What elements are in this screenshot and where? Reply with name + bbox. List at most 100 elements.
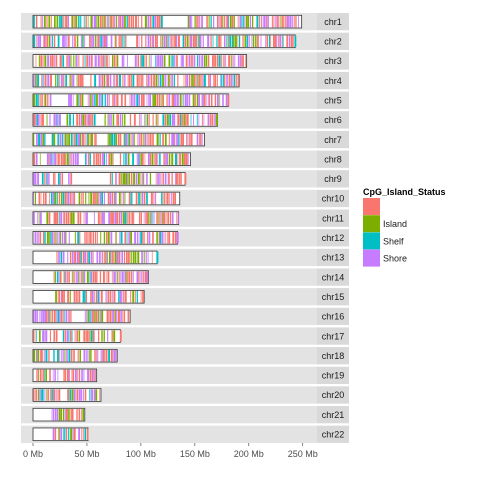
cpg-feature-band (162, 94, 165, 106)
cpg-feature-band (116, 212, 119, 224)
cpg-feature-band (89, 330, 90, 342)
cpg-feature-band (101, 212, 104, 224)
cpg-feature-band (154, 94, 157, 106)
cpg-feature-band (109, 94, 110, 106)
cpg-feature-band (92, 94, 94, 106)
cpg-feature-band (90, 133, 93, 146)
cpg-feature-band (174, 173, 176, 185)
cpg-feature-band (33, 35, 36, 48)
cpg-feature-band (119, 133, 122, 146)
cpg-feature-band (144, 133, 147, 146)
cpg-feature-band (151, 251, 153, 264)
cpg-feature-band (123, 35, 125, 48)
cpg-feature-band (53, 232, 55, 244)
cpg-feature-band (271, 15, 273, 28)
cpg-feature-band (68, 408, 70, 421)
cpg-feature-band (107, 15, 109, 28)
cpg-feature-band (73, 133, 75, 146)
cpg-feature-band (152, 35, 153, 48)
cpg-feature-band (90, 94, 92, 106)
cpg-feature-band (74, 330, 76, 342)
strip-background (317, 386, 349, 404)
cpg-feature-band (148, 232, 151, 244)
cpg-feature-band (54, 15, 56, 28)
cpg-feature-band (146, 35, 148, 48)
cpg-feature-band (128, 15, 129, 28)
cpg-feature-band (72, 369, 75, 382)
cpg-feature-band (79, 271, 81, 283)
cpg-feature-band (78, 389, 81, 401)
cpg-feature-band (259, 15, 261, 28)
cpg-feature-band (178, 133, 180, 146)
cpg-feature-band (35, 94, 38, 106)
cpg-feature-band (57, 428, 59, 441)
cpg-feature-band (194, 74, 196, 87)
cpg-feature-band (129, 15, 131, 28)
cpg-feature-band (53, 192, 55, 205)
cpg-feature-band (117, 310, 120, 323)
cpg-feature-band (237, 74, 239, 87)
cpg-feature-band (295, 15, 297, 28)
cpg-feature-band (69, 369, 70, 382)
cpg-feature-band (86, 428, 89, 441)
legend-label: Shore (383, 254, 407, 264)
cpg-feature-band (129, 114, 132, 126)
cpg-feature-band (150, 35, 152, 48)
cpg-feature-band (105, 291, 107, 303)
cpg-feature-band (193, 114, 195, 126)
cpg-feature-band (249, 15, 252, 28)
cpg-feature-band (104, 251, 106, 264)
cpg-feature-band (42, 369, 44, 382)
cpg-feature-band (164, 74, 166, 87)
cpg-feature-band (182, 133, 185, 146)
strip-label: chr22 (322, 430, 345, 440)
cpg-feature-band (37, 74, 40, 87)
cpg-feature-band (76, 35, 79, 48)
cpg-feature-band (63, 291, 65, 303)
cpg-feature-band (62, 330, 65, 342)
cpg-feature-band (72, 94, 74, 106)
cpg-feature-band (192, 35, 195, 48)
cpg-feature-band (119, 232, 121, 244)
cpg-feature-band (138, 94, 141, 106)
cpg-feature-band (37, 94, 39, 106)
cpg-feature-band (130, 94, 133, 106)
cpg-feature-band (81, 133, 83, 146)
cpg-feature-band (95, 389, 98, 401)
cpg-feature-band (65, 15, 68, 28)
cpg-feature-band (132, 74, 135, 87)
cpg-feature-band (48, 232, 50, 244)
cpg-feature-band (41, 74, 42, 87)
cpg-feature-band (83, 428, 84, 441)
cpg-feature-band (71, 389, 74, 401)
cpg-feature-band (138, 192, 140, 205)
cpg-feature-band (52, 408, 55, 421)
legend-key (363, 198, 380, 215)
cpg-feature-band (168, 232, 171, 244)
chromosome-row-chr17: chr17 (21, 327, 349, 345)
cpg-feature-band (115, 15, 117, 28)
cpg-feature-band (110, 251, 112, 264)
cpg-feature-band (127, 74, 129, 87)
cpg-feature-band (71, 74, 72, 87)
cpg-feature-band (76, 251, 79, 264)
cpg-feature-band (111, 192, 114, 205)
cpg-feature-band (89, 349, 91, 362)
cpg-feature-band (102, 251, 104, 264)
cpg-feature-band (220, 15, 223, 28)
cpg-feature-band (137, 15, 139, 28)
cpg-feature-band (85, 15, 87, 28)
cpg-feature-band (39, 389, 41, 401)
cpg-feature-band (201, 94, 203, 106)
cpg-feature-band (59, 349, 61, 362)
cpg-feature-band (117, 271, 119, 283)
strip-label: chr20 (322, 390, 345, 400)
cpg-feature-band (78, 114, 81, 126)
cpg-feature-band (282, 35, 284, 48)
cpg-feature-band (81, 408, 82, 421)
cpg-feature-band (90, 271, 93, 283)
cpg-feature-band (89, 330, 91, 342)
cpg-feature-band (59, 232, 61, 244)
cpg-feature-band (135, 173, 138, 185)
cpg-feature-band (84, 310, 86, 323)
